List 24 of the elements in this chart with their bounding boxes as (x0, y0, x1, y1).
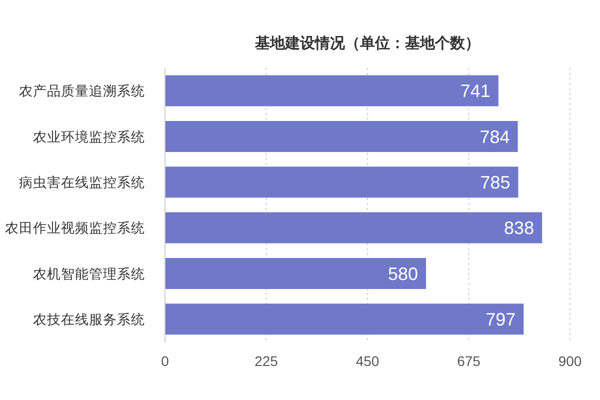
data-label: 785 (480, 172, 510, 193)
x-tick-label: 450 (356, 352, 380, 369)
y-tick-label: 农田作业视频监控系统 (5, 220, 145, 236)
y-tick-label: 农技在线服务系统 (33, 312, 145, 327)
data-label: 797 (486, 310, 516, 330)
data-label: 838 (504, 218, 534, 238)
bar (165, 75, 498, 106)
bar (165, 120, 518, 152)
bar (165, 304, 524, 335)
bar (165, 212, 542, 244)
x-tick-label: 900 (558, 352, 582, 369)
data-label: 784 (480, 126, 510, 147)
data-label: 741 (460, 81, 490, 102)
y-tick-label: 病虫害在线监控系统 (19, 174, 145, 190)
x-tick-label: 0 (161, 352, 170, 369)
x-tick-label: 675 (457, 352, 481, 369)
data-label: 580 (388, 264, 418, 284)
bar (165, 258, 426, 289)
bar (165, 166, 518, 198)
y-tick-label: 农产品质量追溯系统 (19, 84, 145, 99)
y-tick-label: 农机智能管理系统 (33, 266, 145, 282)
chart-title: 基地建设情况（单位：基地个数） (254, 34, 481, 53)
x-tick-label: 225 (254, 352, 278, 369)
y-tick-label: 农业环境监控系统 (33, 129, 145, 144)
